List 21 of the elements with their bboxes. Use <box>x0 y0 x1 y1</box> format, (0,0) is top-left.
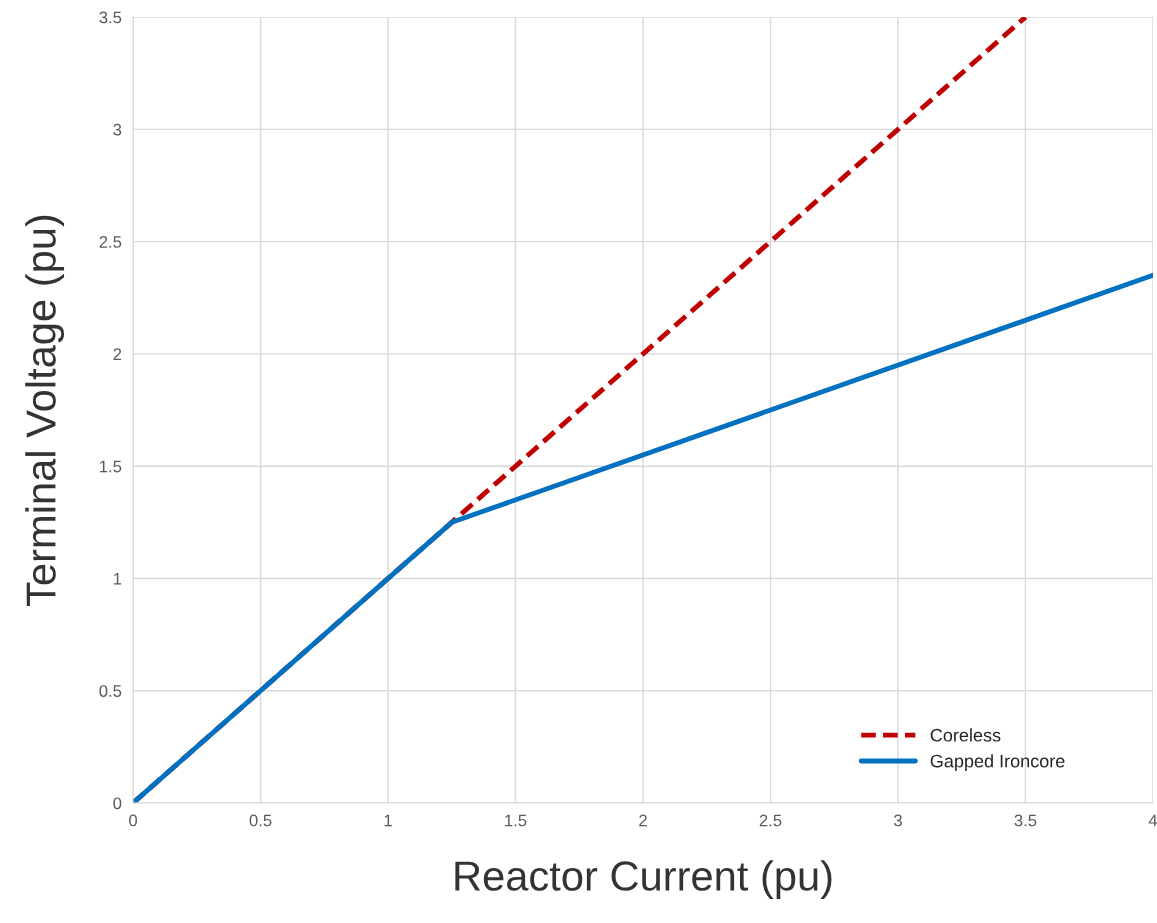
legend-label: Coreless <box>930 728 1001 742</box>
y-tick-label: 1.5 <box>100 460 122 473</box>
y-axis-title: Terminal Voltage (pu) <box>25 215 65 606</box>
x-tick-label: 2.5 <box>759 814 782 827</box>
y-tick-label: 1 <box>113 573 122 585</box>
x-tick-label: 4 <box>1148 814 1157 827</box>
x-tick-label: 3 <box>893 814 902 827</box>
y-tick-label: 3 <box>113 123 122 136</box>
legend-label: Gapped Ironcore <box>930 754 1065 772</box>
y-tick-label: 0.5 <box>99 685 122 697</box>
x-tick-label: 2 <box>639 814 647 827</box>
y-tick-label: 2.5 <box>99 236 122 248</box>
x-tick-label: 1.5 <box>505 814 527 827</box>
y-tick-label: 2 <box>113 348 122 360</box>
x-tick-label: 1 <box>384 814 392 827</box>
x-tick-label: 0 <box>129 814 138 827</box>
y-tick-label: 0 <box>113 797 122 810</box>
x-tick-label: 3.5 <box>1014 814 1037 827</box>
y-tick-label: 3.5 <box>99 11 122 24</box>
x-tick-label: 0.5 <box>249 814 272 827</box>
x-axis-title: Reactor Current (pu) <box>455 860 832 900</box>
